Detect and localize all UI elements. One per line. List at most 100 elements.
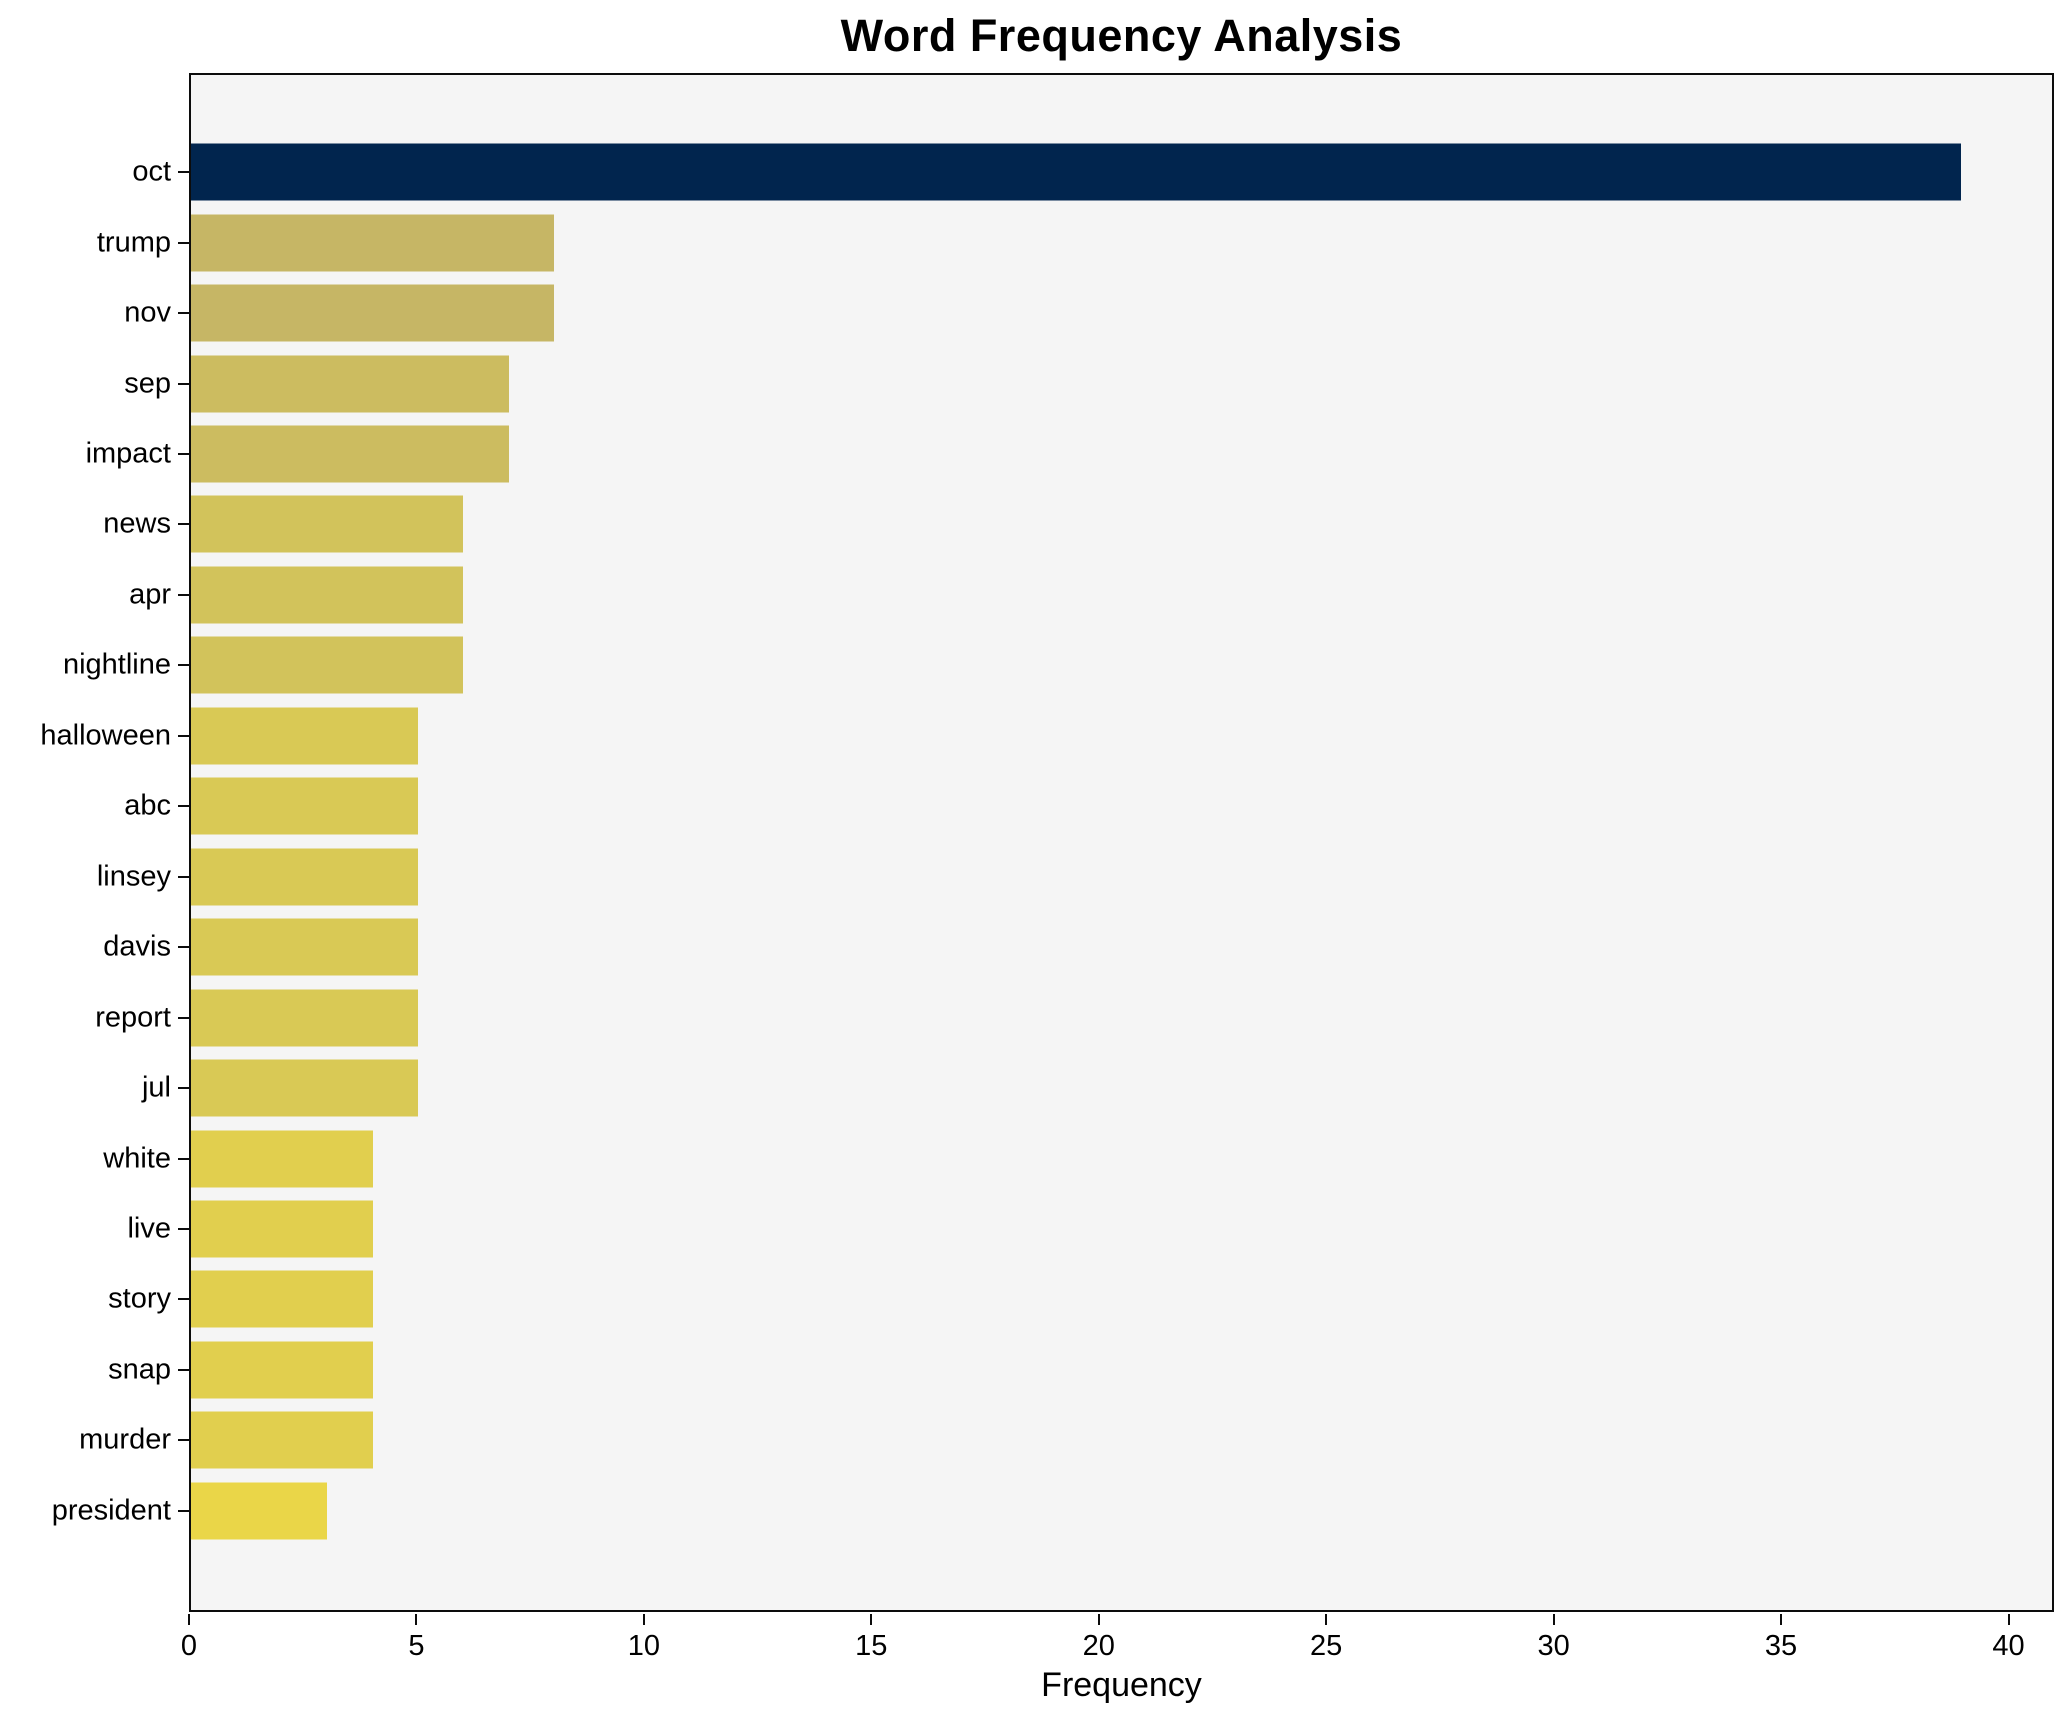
bar-row: jul — [142, 1053, 2052, 1123]
bar-row: halloween — [40, 701, 2052, 771]
bar-row: davis — [103, 912, 2052, 982]
category-label: oct — [132, 155, 171, 188]
x-tick-mark — [415, 1614, 418, 1625]
y-tick-mark — [178, 805, 189, 808]
bar-row: murder — [79, 1405, 2052, 1475]
category-label: davis — [103, 930, 171, 963]
bar-president — [191, 1482, 328, 1540]
category-label: story — [108, 1282, 171, 1315]
bars-container: oct trump nov sep impact news apr nightline hall… — [40, 75, 2052, 1610]
bar-jul — [191, 1059, 418, 1117]
category-label: president — [51, 1494, 171, 1527]
y-tick-mark — [178, 1228, 189, 1231]
bar-row: linsey — [97, 842, 2052, 912]
bar-row: story — [108, 1264, 2052, 1334]
y-tick-mark — [178, 1439, 189, 1442]
category-label: linsey — [96, 860, 171, 893]
y-tick-mark — [178, 1368, 189, 1371]
y-tick-mark — [178, 1298, 189, 1301]
category-label: report — [95, 1001, 171, 1034]
bar-row: nightline — [63, 630, 2052, 700]
category-label: abc — [124, 789, 171, 822]
x-tick-mark — [188, 1614, 190, 1625]
category-label: trump — [96, 226, 171, 259]
x-tick-mark — [870, 1614, 873, 1625]
bar-davis — [191, 918, 418, 976]
x-tick-label: 10 — [627, 1630, 661, 1662]
bar-row: live — [127, 1194, 2052, 1264]
category-label: murder — [79, 1423, 171, 1456]
x-tick-label: 25 — [1310, 1630, 1343, 1662]
y-tick-mark — [178, 1509, 189, 1512]
x-tick-mark — [1552, 1614, 1555, 1625]
x-tick-label: 40 — [1992, 1630, 2025, 1662]
category-label: sep — [124, 367, 171, 400]
category-label: news — [103, 507, 171, 540]
x-tick-mark — [1780, 1614, 1783, 1625]
plot-area: oct trump nov sep impact news apr nightline hall… — [40, 73, 2054, 1612]
x-tick-mark — [1097, 1614, 1100, 1625]
bar-sep — [191, 355, 509, 413]
y-tick-mark — [178, 171, 189, 174]
y-tick-mark — [178, 1157, 189, 1160]
bar-trump — [191, 214, 555, 272]
y-tick-mark — [178, 382, 189, 385]
bar-row: impact — [86, 419, 2052, 489]
bar-linsey — [191, 848, 418, 906]
bar-nov — [191, 284, 555, 342]
chart-title: Word Frequency Analysis — [840, 10, 1403, 61]
category-label: halloween — [40, 719, 171, 752]
y-tick-mark — [178, 593, 189, 596]
bar-row: sep — [124, 348, 2052, 418]
category-label: apr — [129, 578, 171, 611]
y-tick-mark — [178, 664, 189, 667]
bar-row: news — [103, 489, 2052, 559]
y-tick-mark — [178, 1087, 189, 1090]
y-tick-mark — [178, 453, 189, 456]
category-label: impact — [85, 437, 171, 470]
bar-row: oct — [132, 137, 2052, 207]
bar-murder — [191, 1411, 373, 1469]
bar-abc — [191, 777, 418, 835]
bar-halloween — [191, 707, 418, 765]
category-label: nov — [124, 296, 171, 329]
y-tick-mark — [178, 312, 189, 315]
x-tick-label: 0 — [180, 1630, 198, 1662]
y-tick-mark — [178, 875, 189, 878]
bar-impact — [191, 425, 509, 483]
x-tick-label: 35 — [1764, 1630, 1798, 1662]
category-label: nightline — [62, 648, 171, 681]
x-tick-mark — [1325, 1614, 1328, 1625]
bar-row: snap — [108, 1335, 2052, 1405]
x-tick-label: 30 — [1537, 1630, 1570, 1662]
bar-row: report — [95, 982, 2052, 1052]
x-axis-label: Frequency — [1041, 1666, 1202, 1704]
y-tick-mark — [178, 734, 189, 737]
category-label: jul — [141, 1071, 171, 1104]
bar-apr — [191, 566, 464, 624]
y-tick-mark — [178, 523, 189, 526]
bar-row: trump — [97, 207, 2052, 277]
bar-row: president — [52, 1476, 2052, 1546]
bar-news — [191, 495, 464, 553]
bar-live — [191, 1200, 373, 1258]
y-tick-mark — [178, 241, 189, 244]
bar-nightline — [191, 636, 464, 694]
bar-snap — [191, 1341, 373, 1399]
bar-row: apr — [129, 560, 2052, 630]
bar-story — [191, 1270, 373, 1328]
x-tick-mark — [2007, 1614, 2010, 1625]
x-tick-label: 5 — [408, 1630, 425, 1662]
bar-oct — [191, 143, 1962, 201]
x-tick-label: 15 — [855, 1630, 888, 1662]
bar-row: white — [103, 1123, 2052, 1193]
bar-row: abc — [124, 771, 2052, 841]
bar-report — [191, 989, 418, 1047]
bar-white — [191, 1130, 373, 1188]
x-tick-label: 20 — [1082, 1630, 1115, 1662]
category-label: live — [127, 1212, 171, 1245]
category-label: white — [103, 1142, 171, 1175]
y-tick-mark — [178, 946, 189, 949]
bar-row: nov — [124, 278, 2052, 348]
category-label: snap — [108, 1353, 171, 1386]
